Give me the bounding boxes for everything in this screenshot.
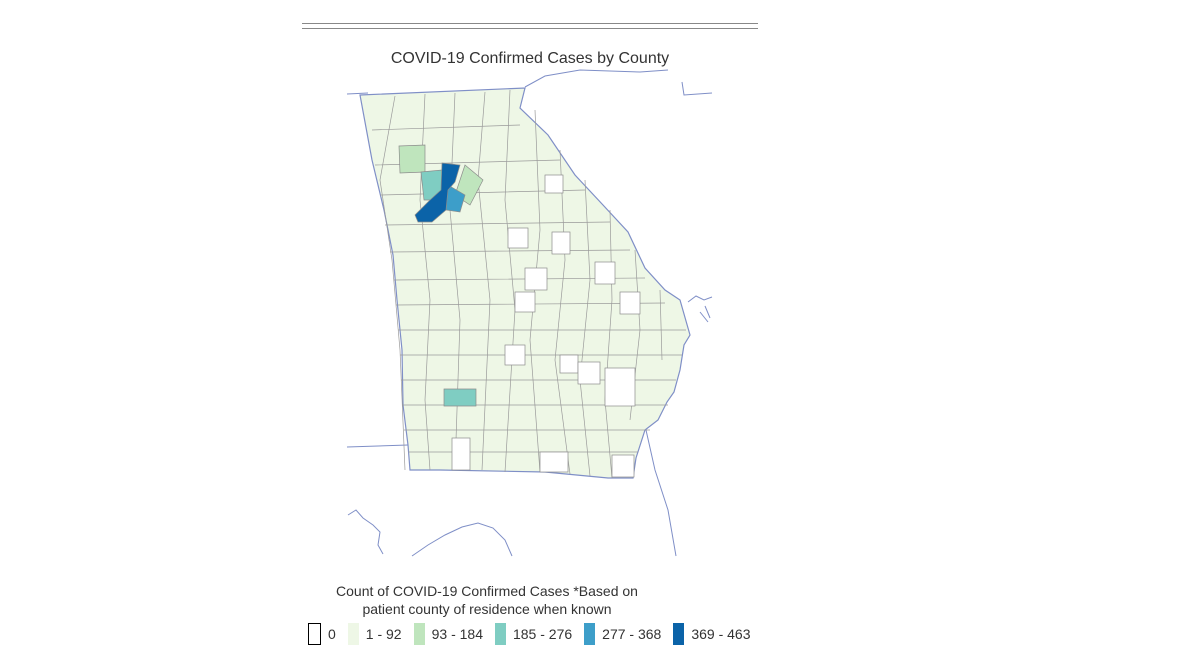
fl-coast-line [347, 509, 384, 555]
legend-title-line2: patient county of residence when known [362, 601, 612, 617]
map-title: COVID-19 Confirmed Cases by County [390, 50, 670, 67]
legend-item-93-184: 93 - 184 [413, 623, 483, 645]
zero-county [514, 291, 536, 313]
legend-title: Count of COVID-19 Confirmed Cases *Based… [302, 582, 672, 618]
zero-county [594, 261, 616, 285]
zero-county [539, 451, 569, 473]
zero-county [577, 361, 601, 385]
legend-label: 277 - 368 [602, 626, 662, 642]
al-boundary-line [346, 444, 409, 448]
legend-label: 93 - 184 [431, 626, 483, 642]
legend-item-1-92: 1 - 92 [347, 623, 402, 645]
zero-county [544, 174, 564, 194]
legend-label: 1 - 92 [365, 626, 402, 642]
legend-item-0: 0 [308, 623, 336, 645]
zero-county [507, 227, 529, 249]
top-divider [302, 23, 758, 29]
legend: 0 1 - 92 93 - 184 185 - 276 277 - 368 36… [308, 622, 763, 646]
legend-swatch [347, 623, 359, 645]
zero-county [604, 367, 636, 407]
zero-county [504, 344, 526, 366]
legend-title-line1: Count of COVID-19 Confirmed Cases *Based… [336, 583, 638, 599]
zero-county [524, 267, 548, 291]
legend-item-369-463: 369 - 463 [673, 623, 751, 645]
high-count-counties [398, 144, 484, 407]
county-93-184 [398, 144, 426, 174]
zero-county [559, 354, 579, 374]
zero-county [611, 454, 635, 478]
legend-label: 185 - 276 [512, 626, 573, 642]
county-borders [371, 89, 686, 479]
county-185-276 [443, 388, 477, 407]
legend-label: 0 [328, 626, 336, 642]
tn-boundary-line [346, 92, 369, 95]
county-369-463 [414, 162, 461, 223]
sc-coast-line [687, 295, 713, 323]
legend-label: 369 - 463 [691, 626, 751, 642]
legend-swatch [673, 623, 685, 645]
zero-count-counties [451, 174, 641, 478]
legend-item-185-276: 185 - 276 [494, 623, 573, 645]
zero-county [551, 231, 571, 255]
zero-county [619, 291, 641, 315]
zero-county [451, 437, 471, 471]
legend-swatch [494, 623, 506, 645]
legend-swatch [308, 623, 321, 645]
sc-boundary-line [524, 69, 713, 96]
neighbor-boundaries [346, 69, 713, 557]
legend-swatch [584, 623, 596, 645]
legend-swatch [413, 623, 425, 645]
fl-coast-line-2 [411, 522, 513, 557]
legend-item-277-368: 277 - 368 [584, 623, 661, 645]
fl-boundary-line-east [645, 429, 677, 557]
